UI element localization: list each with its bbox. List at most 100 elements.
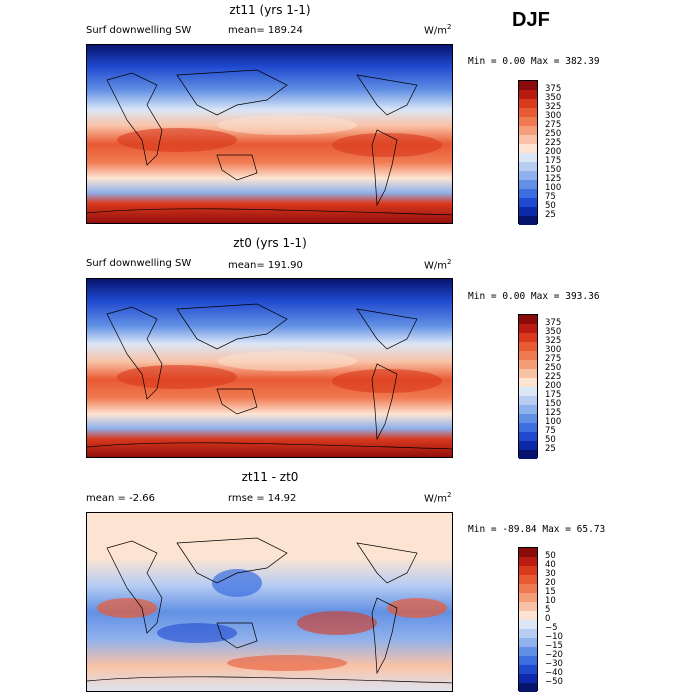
- colorbar-swatch: [519, 126, 537, 135]
- panel-1-units: W/m2: [424, 23, 452, 37]
- colorbar-swatch: [519, 396, 537, 405]
- season-label: DJF: [512, 9, 550, 31]
- colorbar-level-label: 325: [545, 102, 562, 112]
- colorbar-swatch: [519, 665, 537, 674]
- colorbar-level-label: 150: [545, 165, 562, 175]
- colorbar-level-label: 100: [545, 183, 562, 193]
- colorbar-level-label: 75: [545, 426, 556, 436]
- colorbar-level-label: 375: [545, 318, 562, 328]
- colorbar-level-label: 325: [545, 336, 562, 346]
- panel-1-colorbar: [518, 80, 538, 225]
- colorbar-swatch: [519, 566, 537, 575]
- panel-1-mean: mean= 189.24: [228, 25, 303, 36]
- panel-3-map-svg: [87, 513, 452, 691]
- colorbar-swatch: [519, 360, 537, 369]
- colorbar-level-label: 350: [545, 93, 562, 103]
- colorbar-level-label: 30: [545, 569, 556, 579]
- colorbar-swatch: [519, 602, 537, 611]
- colorbar-swatch: [519, 423, 537, 432]
- colorbar-level-label: 200: [545, 381, 562, 391]
- panel-1-title: zt11 (yrs 1-1): [229, 3, 311, 17]
- colorbar-swatch: [519, 441, 537, 450]
- colorbar-level-label: 40: [545, 560, 556, 570]
- colorbar-swatch: [519, 189, 537, 198]
- colorbar-swatch: [519, 369, 537, 378]
- colorbar-swatch: [519, 378, 537, 387]
- colorbar-swatch: [519, 207, 537, 216]
- colorbar-swatch: [519, 171, 537, 180]
- panel-3-units: W/m2: [424, 491, 452, 505]
- panel-2-map: [86, 278, 453, 458]
- colorbar-swatch: [519, 180, 537, 189]
- colorbar-level-label: 225: [545, 138, 562, 148]
- colorbar-level-label: 10: [545, 596, 556, 606]
- colorbar-swatch: [519, 683, 537, 692]
- colorbar-swatch: [519, 342, 537, 351]
- panel-2-colorbar: [518, 314, 538, 459]
- colorbar-level-label: 25: [545, 444, 556, 454]
- colorbar-level-label: −15: [545, 641, 563, 651]
- colorbar-level-label: −50: [545, 677, 563, 687]
- colorbar-swatch: [519, 432, 537, 441]
- panel-2-variable: Surf downwelling SW: [86, 258, 192, 269]
- colorbar-swatch: [519, 108, 537, 117]
- colorbar-swatch: [519, 656, 537, 665]
- colorbar-swatch: [519, 117, 537, 126]
- colorbar-level-label: −30: [545, 659, 563, 669]
- colorbar-level-label: 50: [545, 435, 556, 445]
- panel-3-rmse: rmse = 14.92: [228, 493, 297, 504]
- panel-3-minmax: Min = -89.84 Max = 65.73: [468, 524, 606, 535]
- colorbar-level-label: 300: [545, 345, 562, 355]
- panel-2-minmax: Min = 0.00 Max = 393.36: [468, 291, 600, 302]
- panel-1-variable: Surf downwelling SW: [86, 25, 192, 36]
- colorbar-level-label: −10: [545, 632, 563, 642]
- colorbar-level-label: −20: [545, 650, 563, 660]
- colorbar-level-label: 125: [545, 174, 562, 184]
- panel-2-mean: mean= 191.90: [228, 260, 303, 271]
- colorbar-swatch: [519, 81, 537, 90]
- panel-2-map-svg: [87, 279, 452, 457]
- colorbar-level-label: 125: [545, 408, 562, 418]
- colorbar-swatch: [519, 548, 537, 557]
- colorbar-level-label: 375: [545, 84, 562, 94]
- colorbar-level-label: 275: [545, 354, 562, 364]
- colorbar-swatch: [519, 620, 537, 629]
- colorbar-swatch: [519, 324, 537, 333]
- colorbar-swatch: [519, 629, 537, 638]
- panel-3-mean: mean = -2.66: [86, 493, 155, 504]
- colorbar-swatch: [519, 557, 537, 566]
- colorbar-swatch: [519, 198, 537, 207]
- panel-1-minmax: Min = 0.00 Max = 382.39: [468, 56, 600, 67]
- colorbar-swatch: [519, 351, 537, 360]
- colorbar-level-label: 250: [545, 363, 562, 373]
- colorbar-level-label: −5: [545, 623, 558, 633]
- colorbar-swatch: [519, 405, 537, 414]
- panel-2-units: W/m2: [424, 258, 452, 272]
- colorbar-swatch: [519, 575, 537, 584]
- colorbar-swatch: [519, 611, 537, 620]
- colorbar-level-label: 150: [545, 399, 562, 409]
- colorbar-level-label: 100: [545, 417, 562, 427]
- colorbar-swatch: [519, 135, 537, 144]
- colorbar-level-label: 50: [545, 551, 556, 561]
- colorbar-level-label: 15: [545, 587, 556, 597]
- panel-2-title: zt0 (yrs 1-1): [233, 236, 307, 250]
- panel-1-coastlines: [87, 69, 452, 216]
- panel-1-map-svg: [87, 45, 452, 223]
- panel-3-title: zt11 - zt0: [241, 470, 299, 484]
- panel-3-map: [86, 512, 453, 692]
- colorbar-swatch: [519, 216, 537, 225]
- colorbar-swatch: [519, 162, 537, 171]
- colorbar-level-label: 300: [545, 111, 562, 121]
- colorbar-level-label: 225: [545, 372, 562, 382]
- colorbar-swatch: [519, 90, 537, 99]
- colorbar-level-label: 250: [545, 129, 562, 139]
- colorbar-swatch: [519, 674, 537, 683]
- colorbar-level-label: 175: [545, 390, 562, 400]
- colorbar-level-label: 175: [545, 156, 562, 166]
- colorbar-level-label: 350: [545, 327, 562, 337]
- colorbar-swatch: [519, 99, 537, 108]
- colorbar-swatch: [519, 315, 537, 324]
- colorbar-level-label: −40: [545, 668, 563, 678]
- colorbar-swatch: [519, 593, 537, 602]
